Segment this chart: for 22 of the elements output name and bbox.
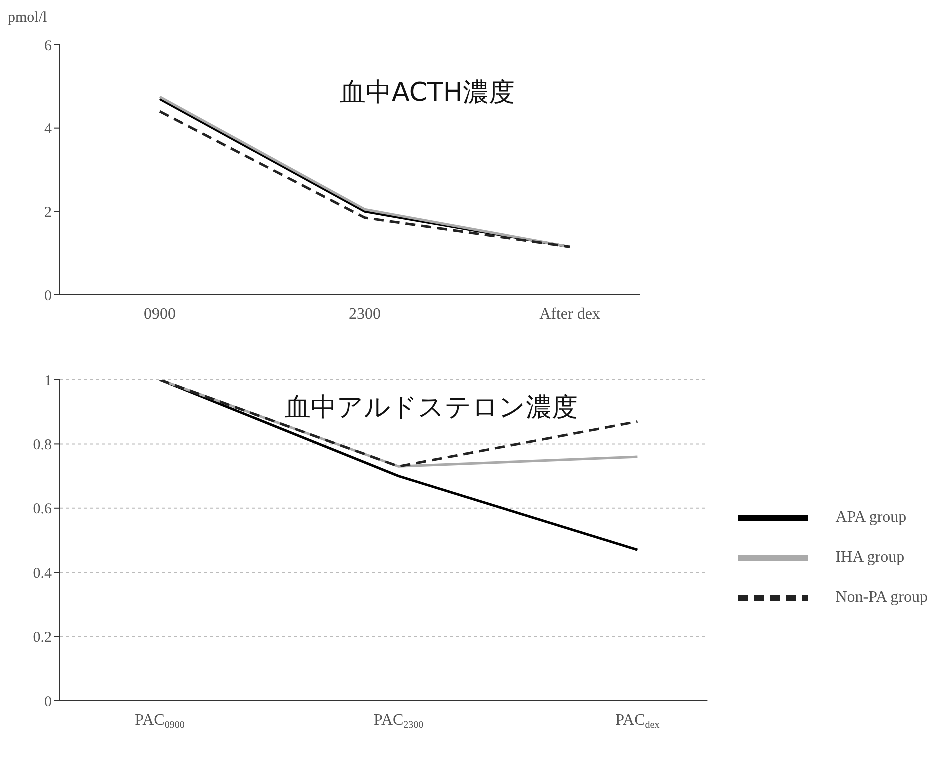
- y-tick-label: 6: [44, 38, 52, 54]
- text: 血中アルドステロン濃度: [285, 392, 578, 425]
- y-tick-label: 4: [44, 122, 52, 138]
- y-tick-label: 0.6: [33, 502, 52, 518]
- legend-label: IHA group: [836, 549, 905, 567]
- y-tick-label: 0.4: [33, 566, 52, 582]
- x-tick-label: PAC$_{dex}$: [616, 712, 660, 731]
- x-tick-label: PAC$_{2300}$: [374, 712, 424, 731]
- y-tick-label: 0: [44, 694, 52, 710]
- y-axis-title: pmol/l: [8, 10, 48, 27]
- x-tick-label: After dex: [540, 306, 600, 323]
- x-tick-label: PAC$_{0900}$: [135, 712, 185, 731]
- y-tick-label: 2: [44, 204, 52, 221]
- x-tick-label: 2300: [349, 306, 381, 323]
- y-tick-label: 0.2: [33, 630, 52, 646]
- legend-label: APA group: [836, 509, 907, 527]
- y-tick-label: 0: [44, 288, 52, 304]
- text: 血中ACTH濃度: [340, 77, 515, 110]
- legend-label: Non-PA group: [836, 589, 928, 607]
- x-tick-label: 0900: [144, 306, 176, 323]
- y-tick-label: 1: [44, 373, 52, 390]
- y-tick-label: 0.8: [33, 438, 52, 454]
